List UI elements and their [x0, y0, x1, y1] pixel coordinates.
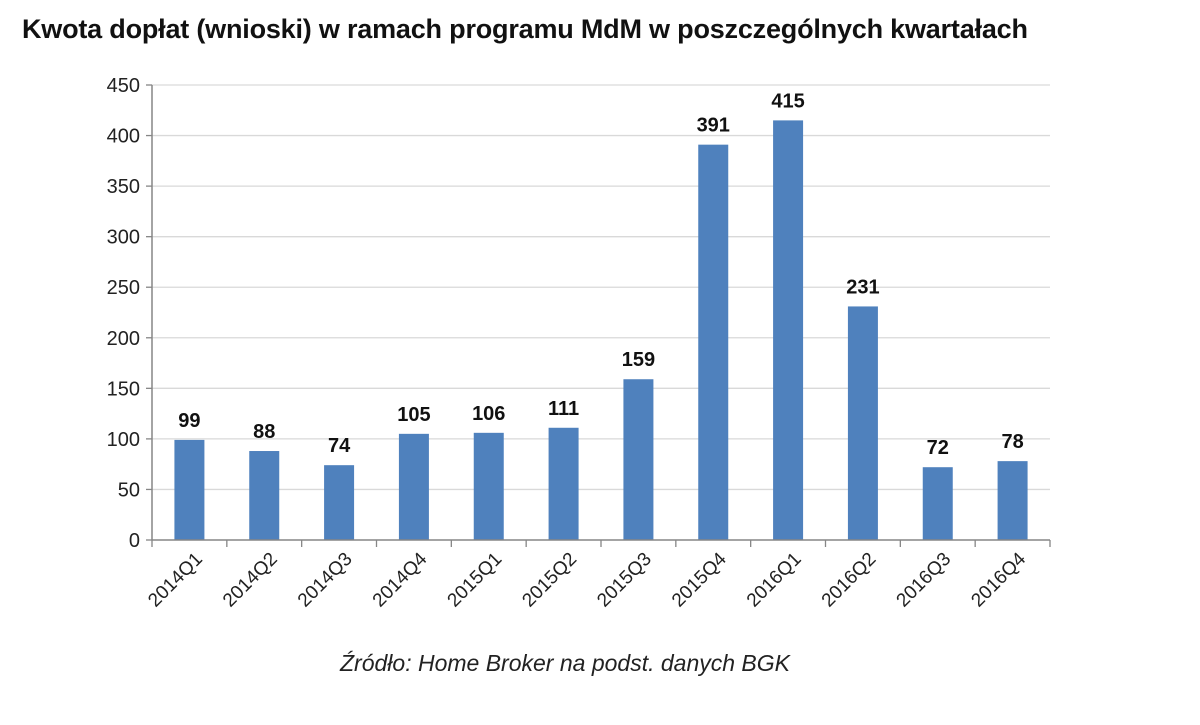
data-label: 105: [397, 404, 430, 426]
x-tick-label: 2014Q3: [294, 549, 357, 612]
y-tick-label: 200: [107, 328, 140, 350]
bars: [174, 120, 1028, 540]
bar: [698, 144, 729, 540]
x-tick-label: 2014Q4: [369, 548, 432, 611]
y-tick-label: 50: [118, 479, 140, 501]
gridlines: [152, 84, 1050, 491]
y-tick-label: 300: [107, 227, 140, 249]
y-axis-tick-labels: 0 50 100 150 200 250 300 350 400 450: [107, 75, 140, 552]
x-axis-tick-labels: 2014Q1 2014Q2 2014Q3 2014Q4 2015Q1 2015Q2 2015…: [144, 548, 1030, 611]
data-labels: 99 88 74 105 106 111 159 391 415 231 72 78: [178, 90, 1023, 459]
data-label: 72: [927, 437, 949, 459]
bar: [922, 467, 953, 540]
y-tick-label: 0: [129, 530, 140, 552]
y-tick-label: 350: [107, 176, 140, 198]
x-tick-label: 2016Q3: [893, 549, 956, 612]
bar: [473, 432, 504, 540]
x-tick-label: 2015Q1: [444, 549, 507, 612]
chart-title: Kwota dopłat (wnioski) w ramach programu…: [22, 14, 1028, 44]
data-label: 391: [697, 115, 730, 137]
bar: [174, 439, 205, 540]
data-label: 231: [846, 276, 879, 298]
x-tick-label: 2015Q2: [518, 549, 581, 612]
x-tick-label: 2016Q2: [818, 549, 881, 612]
data-label: 99: [178, 410, 200, 432]
y-tick-label: 150: [107, 378, 140, 400]
x-tick-label: 2014Q1: [144, 549, 207, 612]
data-label: 74: [328, 435, 351, 457]
bar: [773, 120, 804, 540]
y-tick-label: 400: [107, 126, 140, 148]
source-note: Źródło: Home Broker na podst. danych BGK: [340, 650, 790, 676]
x-tick-label: 2016Q1: [743, 549, 806, 612]
bar: [847, 306, 878, 540]
x-tick-label: 2014Q2: [219, 549, 282, 612]
data-label: 78: [1001, 431, 1023, 453]
y-tick-label: 450: [107, 75, 140, 97]
y-tick-label: 250: [107, 277, 140, 299]
x-tick-label: 2015Q3: [593, 549, 656, 612]
bar: [249, 451, 280, 540]
data-label: 106: [472, 403, 505, 425]
bar: [623, 379, 654, 540]
y-tick-label: 100: [107, 429, 140, 451]
bar: [398, 433, 429, 540]
data-label: 159: [622, 349, 655, 371]
data-label: 111: [548, 398, 579, 420]
x-tick-label: 2016Q4: [967, 548, 1030, 611]
x-tick-label: 2015Q4: [668, 548, 731, 611]
bar: [324, 465, 355, 540]
axes: [146, 84, 1051, 547]
data-label: 415: [771, 90, 804, 112]
data-label: 88: [253, 421, 275, 443]
bar: [548, 427, 579, 540]
bar: [997, 461, 1028, 540]
